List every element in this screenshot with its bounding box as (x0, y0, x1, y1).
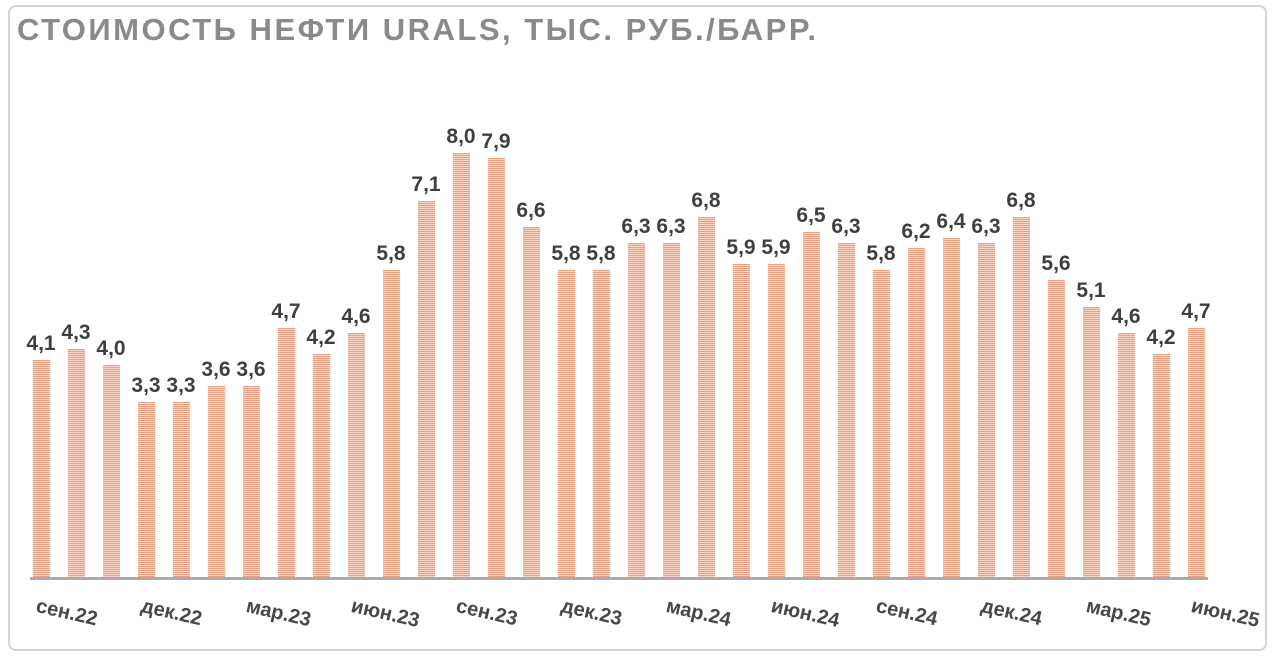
bar (1187, 328, 1205, 577)
bar-value-label: 4,6 (1111, 305, 1141, 328)
bar (1117, 333, 1135, 577)
x-axis-tick-label: сен.24 (874, 595, 940, 631)
bar (662, 243, 680, 577)
bar (977, 243, 995, 577)
bar-value-label: 3,3 (166, 374, 196, 397)
bar (802, 232, 820, 577)
bar-value-label: 6,3 (656, 215, 686, 238)
x-axis-line (30, 577, 1208, 580)
bar-value-label: 8,0 (446, 125, 476, 148)
bar (697, 217, 715, 577)
bar-value-label: 4,7 (1181, 300, 1211, 323)
bar (277, 328, 295, 577)
bar-value-label: 6,8 (691, 189, 721, 212)
bar (1012, 217, 1030, 577)
bar (1152, 354, 1170, 577)
x-axis-tick-label: сен.23 (454, 595, 520, 631)
bar (627, 243, 645, 577)
bar-value-label: 4,2 (1146, 326, 1176, 349)
bar (907, 248, 925, 577)
bar-value-label: 5,8 (586, 242, 616, 265)
bar (137, 402, 155, 577)
x-axis-tick-label: сен.22 (34, 595, 100, 631)
bar (207, 386, 225, 577)
bar-value-label: 5,8 (551, 242, 581, 265)
bar (347, 333, 365, 577)
bar-value-label: 6,3 (621, 215, 651, 238)
bar-value-label: 4,3 (61, 321, 91, 344)
bar-value-label: 4,6 (341, 305, 371, 328)
x-axis-tick-label: дек.22 (139, 595, 205, 631)
bar (592, 270, 610, 577)
x-axis-tick-label: июн.23 (349, 595, 422, 633)
bar-value-label: 5,8 (376, 242, 406, 265)
bar (172, 402, 190, 577)
x-axis-tick-label: дек.24 (979, 595, 1045, 631)
bar (732, 264, 750, 577)
bar (942, 238, 960, 577)
bar-value-label: 5,6 (1041, 252, 1071, 275)
x-axis-tick-label: мар.23 (244, 595, 314, 632)
bar-value-label: 3,3 (131, 374, 161, 397)
x-axis-tick-label: мар.25 (1084, 595, 1154, 632)
bar (382, 270, 400, 577)
bar (102, 365, 120, 577)
bar-value-label: 4,2 (306, 326, 336, 349)
bar (767, 264, 785, 577)
bar-value-label: 4,7 (271, 300, 301, 323)
bar (417, 201, 435, 577)
bar-value-label: 5,9 (761, 236, 791, 259)
bar-value-label: 6,6 (516, 199, 546, 222)
x-axis-tick-label: мар.24 (664, 595, 734, 632)
bar-value-label: 5,1 (1076, 279, 1106, 302)
bar (557, 270, 575, 577)
bar (1082, 307, 1100, 577)
bar (242, 386, 260, 577)
bar (1047, 280, 1065, 577)
bar (837, 243, 855, 577)
bar (522, 227, 540, 577)
bar (487, 158, 505, 577)
bar (312, 354, 330, 577)
chart-title: СТОИМОСТЬ НЕФТИ URALS, ТЫС. РУБ./БАРР. (17, 12, 819, 47)
bar-value-label: 6,4 (936, 210, 966, 233)
bar (32, 360, 50, 577)
bar-value-label: 6,2 (901, 220, 931, 243)
bar-value-label: 6,5 (796, 204, 826, 227)
bar-value-label: 7,1 (411, 173, 441, 196)
x-axis-tick-label: июн.25 (1189, 595, 1262, 633)
bar (452, 153, 470, 577)
bar-value-label: 4,1 (26, 332, 56, 355)
bar-value-label: 7,9 (481, 130, 511, 153)
bar (67, 349, 85, 577)
x-axis-tick-label: июн.24 (769, 595, 842, 633)
bar-value-label: 3,6 (236, 358, 266, 381)
bar (872, 270, 890, 577)
bar-value-label: 6,3 (971, 215, 1001, 238)
bar-value-label: 3,6 (201, 358, 231, 381)
bar-value-label: 5,8 (866, 242, 896, 265)
bar-value-label: 6,8 (1006, 189, 1036, 212)
bar-value-label: 5,9 (726, 236, 756, 259)
bar-value-label: 4,0 (96, 337, 126, 360)
x-axis-tick-label: дек.23 (559, 595, 625, 631)
bar-value-label: 6,3 (831, 215, 861, 238)
